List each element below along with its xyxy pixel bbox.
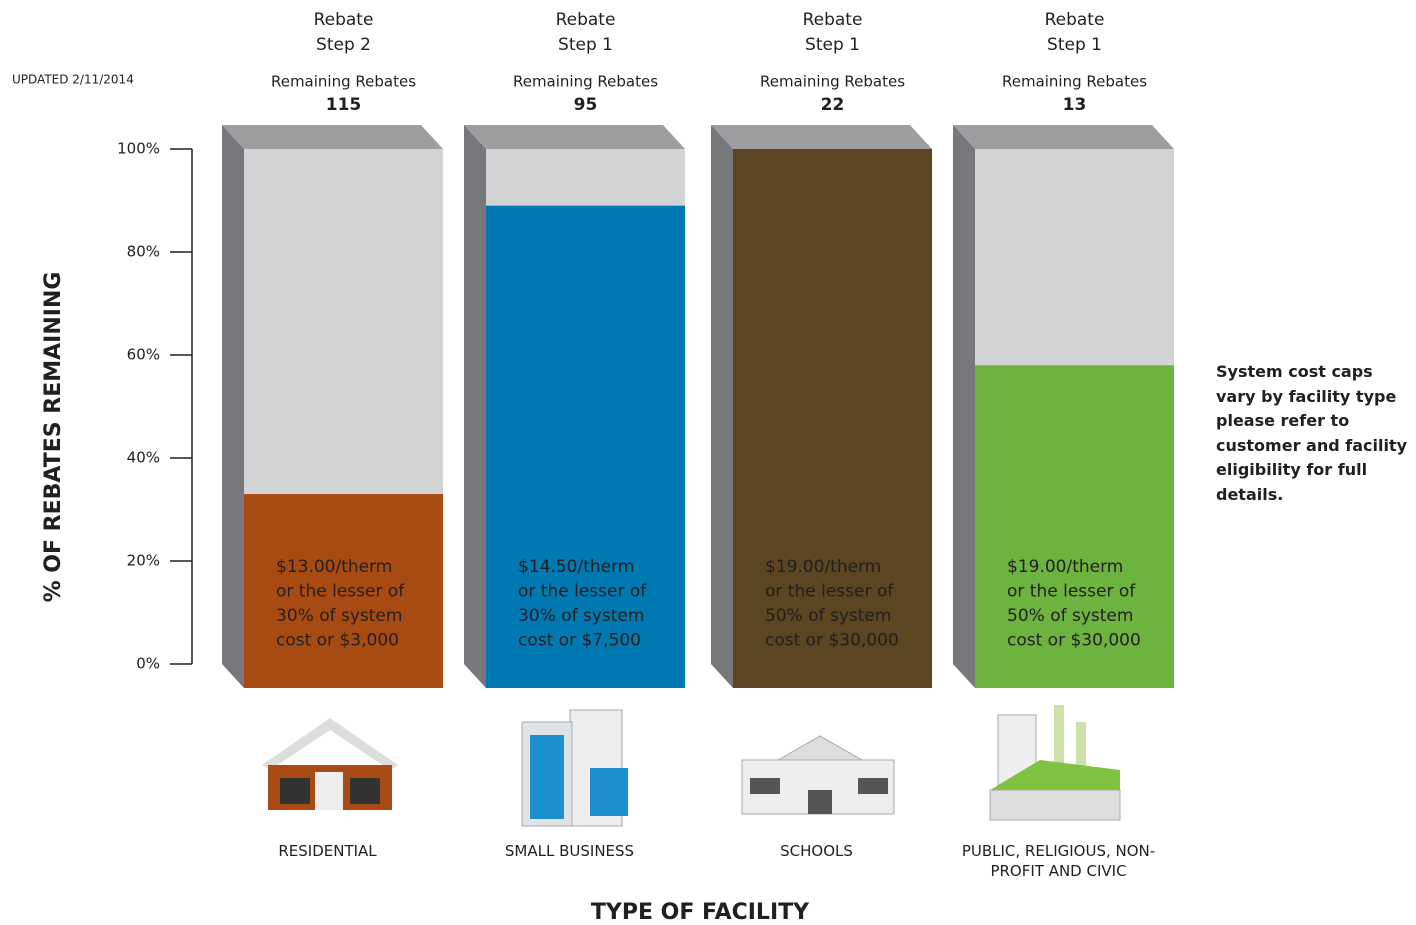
rebate-step: Step 1: [558, 35, 613, 55]
y-tick-label: 20%: [127, 552, 160, 570]
bar-base: [975, 664, 1174, 688]
rate-label: $19.00/therm: [1007, 557, 1123, 577]
x-axis-label: TYPE OF FACILITY: [591, 900, 810, 925]
rate-label: cost or $30,000: [765, 631, 899, 651]
public-icon: [989, 705, 1121, 821]
y-tick-label: 80%: [127, 243, 160, 261]
small-business-icon: [521, 709, 628, 827]
residential-icon: [262, 718, 398, 810]
rate-label: cost or $3,000: [276, 631, 399, 651]
rate-label: 50% of system: [765, 606, 891, 626]
y-tick-label: 100%: [117, 140, 160, 158]
rate-label: cost or $7,500: [518, 631, 641, 651]
updated-label: UPDATED 2/11/2014: [12, 73, 134, 87]
rate-label: cost or $30,000: [1007, 631, 1141, 651]
remaining-label: Remaining Rebates: [760, 73, 905, 91]
remaining-count: 13: [1063, 95, 1087, 115]
bar: [975, 365, 1174, 664]
category-label: SCHOOLS: [780, 842, 853, 860]
category-label: RESIDENTIAL: [278, 842, 377, 860]
remaining-count: 22: [821, 95, 845, 115]
y-tick-label: 0%: [136, 655, 160, 673]
rebate-step: Step 1: [1047, 35, 1102, 55]
bar: [244, 494, 443, 664]
rebate-step: Step 1: [805, 35, 860, 55]
note: System cost caps vary by facility type p…: [1216, 362, 1408, 504]
bar-top: [711, 125, 932, 149]
y-tick-label: 60%: [127, 346, 160, 364]
rebate-step: Rebate: [556, 10, 616, 30]
remaining-label: Remaining Rebates: [513, 73, 658, 91]
remaining-label: Remaining Rebates: [1002, 73, 1147, 91]
bar-base: [486, 664, 685, 688]
rate-label: or the lesser of: [1007, 582, 1136, 602]
bar: [733, 149, 932, 664]
bar-base: [244, 664, 443, 688]
rebate-step: Rebate: [314, 10, 374, 30]
rebate-step: Rebate: [1045, 10, 1105, 30]
bar-side: [711, 125, 733, 688]
bar: [486, 205, 685, 664]
rate-label: $19.00/therm: [765, 557, 881, 577]
rate-label: or the lesser of: [765, 582, 894, 602]
schools-icon: [741, 735, 895, 815]
bar-side: [222, 125, 244, 688]
remaining-count: 95: [574, 95, 598, 115]
bar-top: [222, 125, 443, 149]
rebate-step: Step 2: [316, 35, 371, 55]
rate-label: $14.50/therm: [518, 557, 634, 577]
rate-label: 30% of system: [276, 606, 402, 626]
bar-top: [953, 125, 1174, 149]
rate-label: or the lesser of: [276, 582, 405, 602]
bar-side: [953, 125, 975, 688]
y-tick-label: 40%: [127, 449, 160, 467]
category-label: PUBLIC, RELIGIOUS, NON-PROFIT AND CIVIC: [961, 842, 1156, 880]
category-label: SMALL BUSINESS: [504, 842, 635, 860]
bar-top: [464, 125, 685, 149]
rate-label: 50% of system: [1007, 606, 1133, 626]
bar-side: [464, 125, 486, 688]
rate-label: 30% of system: [518, 606, 644, 626]
remaining-label: Remaining Rebates: [271, 73, 416, 91]
remaining-count: 115: [326, 95, 362, 115]
rate-label: or the lesser of: [518, 582, 647, 602]
rate-label: $13.00/therm: [276, 557, 392, 577]
y-axis-label: % OF REBATES REMAINING: [41, 272, 66, 603]
bar-base: [733, 664, 932, 688]
rebate-step: Rebate: [803, 10, 863, 30]
